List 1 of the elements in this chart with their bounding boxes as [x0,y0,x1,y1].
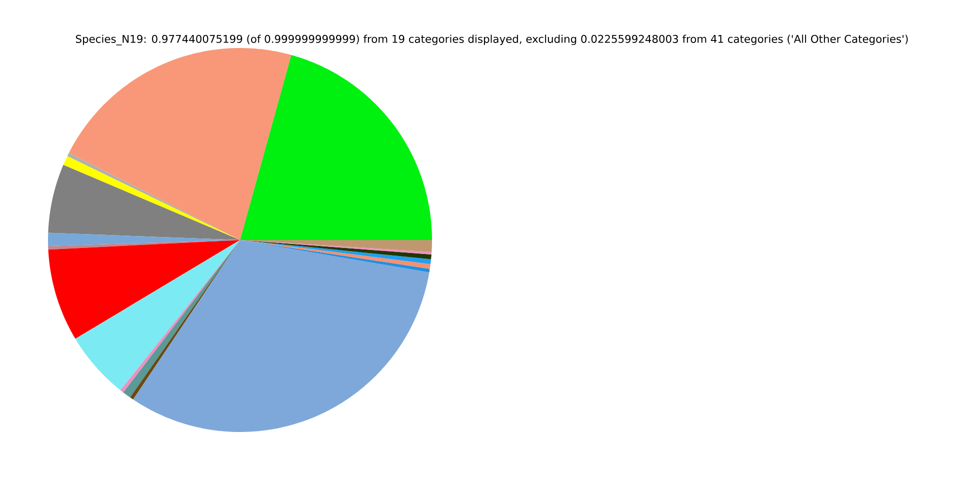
text: Species_N19: 0.977440075199 (of 0.999999999999) from 19 categories displayed, excluding 0.0225599248003 from 41 categories ('All Other Categories') [76,34,908,46]
